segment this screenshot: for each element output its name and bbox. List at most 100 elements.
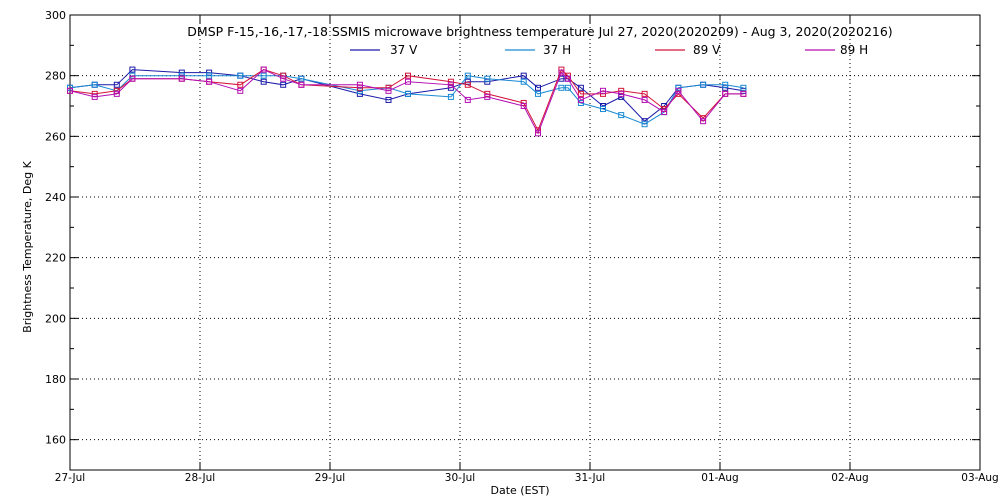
- data-point: [618, 90, 625, 97]
- x-tick-label: 27-Jul: [55, 472, 85, 484]
- data-point: [600, 90, 606, 97]
- data-point: [178, 75, 185, 82]
- data-point: [641, 96, 648, 103]
- data-point: [464, 81, 471, 88]
- data-point: [600, 87, 606, 94]
- data-point: [558, 69, 565, 76]
- x-tick-label: 28-Jul: [185, 472, 215, 484]
- legend-label: 89 V: [693, 43, 721, 57]
- data-point: [237, 72, 244, 79]
- data-point: [600, 106, 606, 113]
- data-point: [178, 72, 185, 79]
- data-point: [577, 99, 584, 106]
- data-point: [385, 96, 392, 103]
- series-89-h: [67, 66, 747, 137]
- data-point: [564, 75, 571, 82]
- data-point: [641, 121, 648, 128]
- x-tick-label: 03-Aug: [961, 472, 998, 484]
- x-axis-label: Date (EST): [490, 484, 549, 497]
- data-point: [558, 84, 565, 91]
- y-tick-label: 160: [45, 434, 66, 447]
- data-point: [129, 72, 136, 79]
- data-point: [129, 66, 136, 73]
- data-point: [520, 103, 527, 109]
- data-point: [206, 72, 213, 79]
- data-point: [520, 78, 527, 85]
- data-point: [700, 118, 707, 125]
- data-point: [520, 72, 527, 79]
- data-point: [535, 130, 541, 137]
- plot-frame: [69, 14, 981, 471]
- y-axis-label: Brightness Temperature, Deg K: [21, 160, 34, 332]
- data-point: [484, 93, 491, 100]
- series-group: [67, 66, 747, 137]
- data-point: [237, 81, 244, 88]
- data-point: [447, 93, 454, 100]
- data-point: [535, 84, 541, 91]
- y-tick-label: 200: [45, 312, 66, 325]
- data-point: [405, 90, 411, 97]
- data-point: [356, 90, 363, 97]
- data-point: [67, 87, 73, 94]
- y-tick-label: 180: [45, 373, 66, 386]
- data-point: [91, 90, 98, 97]
- x-tick-label: 01-Aug: [701, 472, 738, 484]
- data-point: [298, 75, 305, 82]
- data-point: [385, 87, 392, 94]
- x-tick-label: 02-Aug: [831, 472, 868, 484]
- data-point: [520, 99, 527, 106]
- data-point: [740, 87, 747, 94]
- x-tick-label: 29-Jul: [315, 472, 345, 484]
- data-point: [484, 75, 491, 82]
- data-point: [740, 90, 747, 97]
- data-point: [722, 90, 729, 97]
- x-tick-label: 31-Jul: [575, 472, 605, 484]
- data-point: [535, 90, 541, 97]
- data-point: [722, 81, 729, 88]
- x-tick-label: 30-Jul: [445, 472, 475, 484]
- legend-label: 37 H: [543, 43, 571, 57]
- data-point: [484, 78, 491, 85]
- data-point: [356, 87, 363, 94]
- data-point: [206, 69, 213, 76]
- data-point: [577, 96, 584, 103]
- data-point: [447, 78, 454, 85]
- data-point: [298, 81, 305, 88]
- data-point: [405, 78, 411, 85]
- data-point: [260, 66, 267, 73]
- data-point: [280, 81, 287, 88]
- data-point: [91, 81, 98, 88]
- legend-label: 89 H: [840, 43, 868, 57]
- data-point: [675, 87, 682, 94]
- data-point: [447, 81, 454, 88]
- data-point: [91, 93, 98, 100]
- data-point: [129, 75, 136, 82]
- data-point: [700, 81, 707, 88]
- y-tick-label: 300: [45, 9, 66, 22]
- data-point: [405, 72, 411, 79]
- y-tick-label: 220: [45, 252, 66, 265]
- data-point: [260, 72, 267, 79]
- data-point: [356, 81, 363, 88]
- series-line: [69, 69, 744, 122]
- data-point: [618, 112, 625, 119]
- data-point: [618, 87, 625, 94]
- axis-ticks: 160 180 200 220 240 260 280 300 27-Jul 28-Jul 29-J…: [45, 9, 999, 484]
- series-line: [69, 69, 744, 135]
- chart-title: DMSP F-15,-16,-17,-18 SSMIS microwave br…: [187, 24, 892, 39]
- y-tick-label: 260: [45, 130, 66, 143]
- data-point: [237, 87, 244, 94]
- data-point: [113, 90, 120, 97]
- data-point: [577, 84, 584, 91]
- data-point: [661, 109, 668, 116]
- data-point: [564, 84, 571, 91]
- data-point: [641, 90, 648, 97]
- y-tick-label: 240: [45, 191, 66, 204]
- legend: 37 V 37 H 89 V 89 H: [350, 43, 868, 57]
- data-point: [280, 75, 287, 82]
- y-tick-label: 280: [45, 70, 66, 83]
- data-point: [206, 78, 213, 85]
- data-point: [113, 81, 120, 88]
- data-point: [260, 78, 267, 85]
